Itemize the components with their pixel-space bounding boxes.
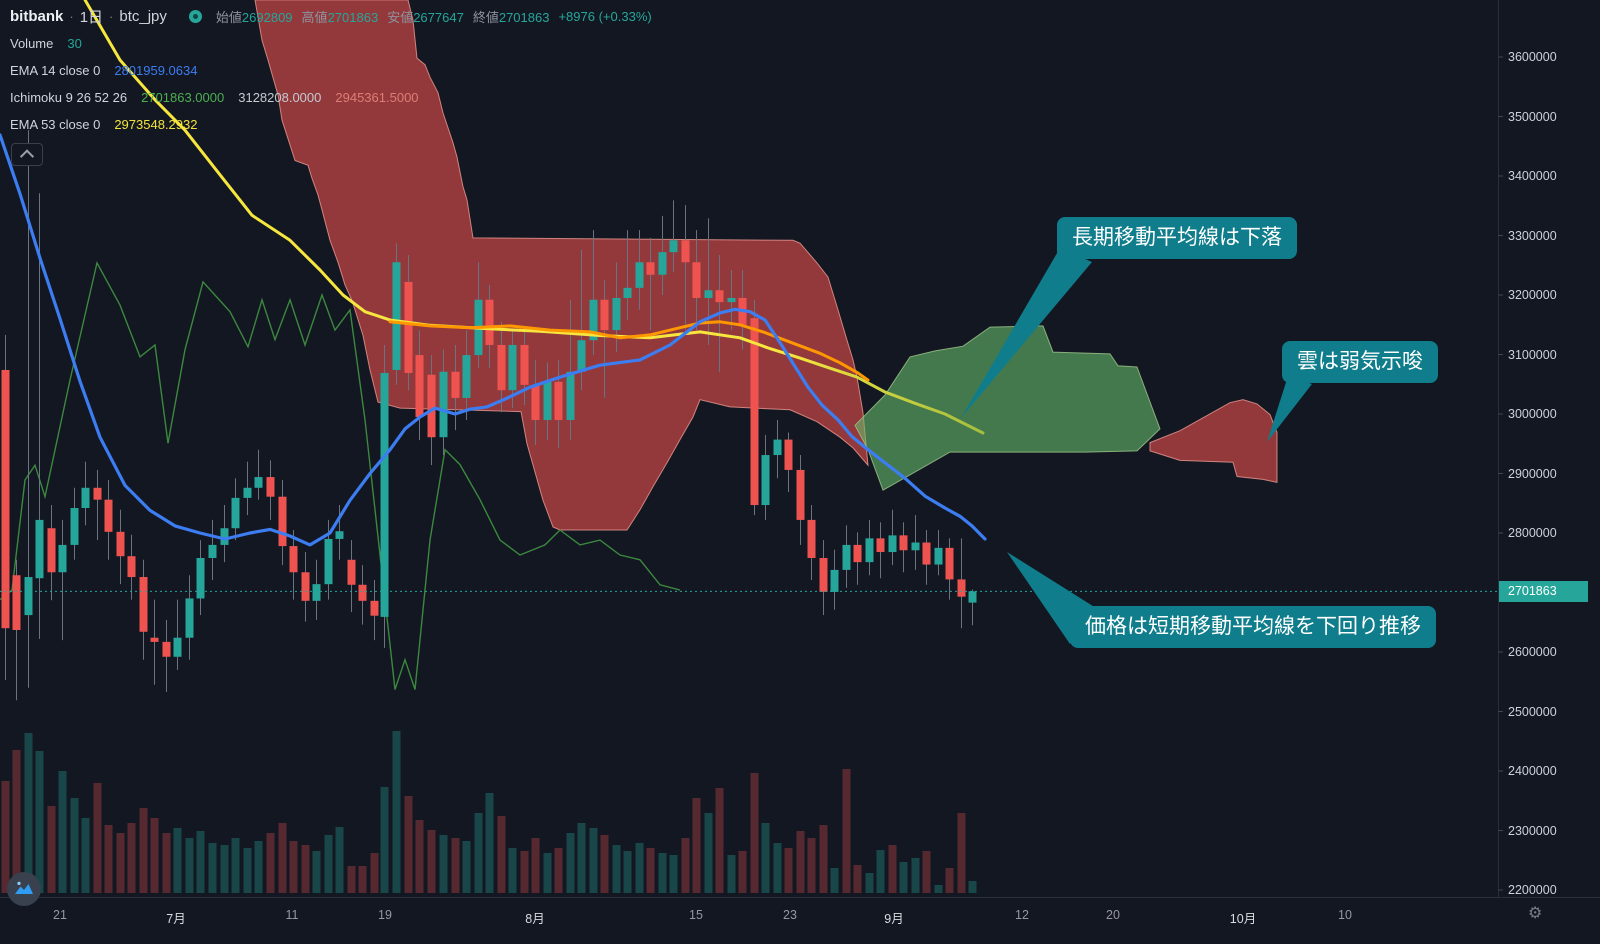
- price-axis-label: 2500000: [1508, 704, 1557, 719]
- ichimoku-cloud-bearish-small: [1149, 399, 1278, 484]
- price-axis-label: 3400000: [1508, 169, 1557, 183]
- interval-label: 1日: [79, 8, 104, 26]
- time-axis-label: 19: [378, 908, 392, 922]
- annotation-price-below-shortterm-ma[interactable]: 価格は短期移動平均線を下回り推移: [1070, 606, 1436, 648]
- time-axis-label: 8月: [525, 912, 545, 926]
- price-axis-label: 3500000: [1508, 109, 1557, 124]
- time-axis-label: 7月: [166, 912, 186, 926]
- ohlc-low: 安値2677647: [387, 9, 464, 25]
- time-axis-label: 9月: [884, 912, 904, 926]
- chevron-up-icon: [19, 148, 35, 163]
- volume-row[interactable]: Volume 30: [10, 35, 82, 51]
- price-axis-label: 2200000: [1508, 883, 1557, 897]
- time-axis-label: 21: [53, 908, 67, 922]
- ichimoku-cloud-bearish-main: [254, 0, 869, 531]
- time-axis-label: 10: [1338, 908, 1352, 922]
- ichimoku-row[interactable]: Ichimoku 9 26 52 26 2701863.0000 3128208…: [10, 89, 419, 105]
- exchange-name: bitbank: [10, 7, 64, 25]
- price-axis-label: 2900000: [1508, 466, 1557, 481]
- time-axis[interactable]: 21 7月 11 19 8月 15 23 9月 12 20 10月 10: [0, 897, 1600, 944]
- annotation-pointer-1: [961, 248, 1092, 418]
- annotation-cloud-bearish[interactable]: 雲は弱気示唆: [1282, 341, 1438, 383]
- gear-icon[interactable]: ⚙: [1528, 903, 1543, 922]
- time-axis-label: 10月: [1229, 912, 1257, 926]
- tradingview-logo[interactable]: [7, 872, 41, 906]
- ema14-line: [0, 133, 987, 547]
- volume-pane: [1, 731, 977, 893]
- series-visibility-icon[interactable]: [188, 9, 202, 23]
- time-axis-label: 20: [1106, 908, 1120, 922]
- ema53-row[interactable]: EMA 53 close 0 2973548.2932: [10, 116, 198, 132]
- price-axis-label: 2800000: [1508, 526, 1557, 540]
- chart-legend: bitbank · 1日 · btc_jpy 始値2692809 高値27018…: [10, 5, 661, 140]
- price-axis-label: 3100000: [1508, 347, 1557, 362]
- ohlc-close: 終値2701863: [472, 9, 550, 25]
- price-axis-label: 3600000: [1508, 50, 1557, 64]
- legend-collapse-button[interactable]: [11, 143, 43, 166]
- ema53-line: [83, 0, 985, 435]
- time-axis-label: 12: [1015, 908, 1029, 922]
- symbol-row[interactable]: bitbank · 1日 · btc_jpy 始値2692809 高値27018…: [10, 7, 652, 26]
- ema14-row[interactable]: EMA 14 close 0 2801959.0634: [10, 62, 198, 78]
- ichimoku-lagging-span-line: [0, 260, 681, 690]
- price-axis[interactable]: 3600000 3500000 3400000 3300000 3200000 31000…: [1498, 0, 1600, 897]
- annotation-longterm-ma-falling[interactable]: 長期移動平均線は下落: [1057, 217, 1297, 259]
- last-price-tag: 2701863: [1499, 580, 1588, 602]
- time-axis-label: 11: [285, 908, 299, 922]
- ichimoku-cloud-bullish: [854, 325, 1161, 491]
- ichimoku-base-line: [388, 320, 870, 382]
- ohlc-high: 高値2701863: [301, 9, 379, 25]
- ohlc-change: +8976 (+0.33%): [558, 8, 652, 24]
- price-axis-label: 3000000: [1508, 407, 1557, 421]
- time-axis-label: 15: [689, 908, 703, 922]
- ohlc-open: 始値2692809: [215, 9, 293, 25]
- candlestick-series: [1, 130, 977, 701]
- price-axis-label: 3200000: [1508, 288, 1557, 302]
- price-axis-label: 2600000: [1508, 645, 1557, 659]
- price-axis-label: 2300000: [1508, 823, 1557, 838]
- time-axis-label: 23: [783, 908, 797, 922]
- annotation-pointer-2: [1267, 376, 1312, 442]
- mountain-logo-icon: [15, 881, 33, 894]
- price-axis-label: 2400000: [1508, 764, 1557, 778]
- price-axis-label: 3300000: [1508, 228, 1557, 243]
- pair-label: btc_jpy: [119, 7, 167, 25]
